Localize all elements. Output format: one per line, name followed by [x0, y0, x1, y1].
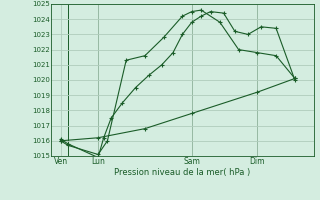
X-axis label: Pression niveau de la mer( hPa ): Pression niveau de la mer( hPa ) [114, 168, 251, 177]
